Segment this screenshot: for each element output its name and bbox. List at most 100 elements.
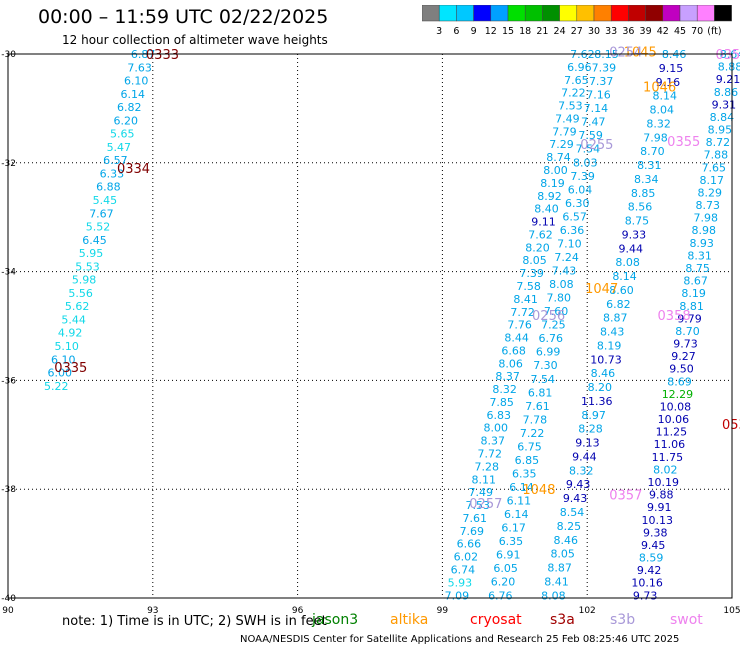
y-tick-label: -36 xyxy=(1,376,16,386)
wave-height-label: 8.37 xyxy=(495,370,520,383)
wave-height-label: 8.41 xyxy=(513,293,538,306)
wave-height-label: 6.57 xyxy=(103,154,128,167)
wave-height-label: 7.65 xyxy=(564,74,589,87)
y-tick-label: -32 xyxy=(1,159,16,169)
wave-height-label: 8.81 xyxy=(679,300,704,313)
colorbar-label: (ft) xyxy=(707,26,721,37)
wave-height-label: 7.72 xyxy=(510,306,535,319)
pass-time-label: 0356 xyxy=(715,48,740,63)
wave-height-label: 12.29 xyxy=(662,388,694,401)
wave-height-label: 8.00 xyxy=(483,422,508,435)
colorbar-label: 9 xyxy=(471,26,477,37)
colorbar-label: 15 xyxy=(502,26,514,37)
wave-height-label: 6.57 xyxy=(562,210,587,223)
pass-time-label: 053 xyxy=(722,418,740,433)
x-tick-label: 102 xyxy=(579,606,596,616)
legend-item-jason3: jason3 xyxy=(312,612,359,628)
wave-height-label: 8.08 xyxy=(541,589,566,602)
wave-height-label: 8.70 xyxy=(640,145,665,158)
wave-height-label: 6.04 xyxy=(568,183,593,196)
y-tick-label: -40 xyxy=(1,594,16,604)
wave-height-label: 9.88 xyxy=(649,489,674,502)
wave-height-label: 7.61 xyxy=(525,400,550,413)
wave-height-label: 6.02 xyxy=(454,551,479,564)
wave-height-label: 8.59 xyxy=(639,552,664,565)
wave-height-label: 10.13 xyxy=(641,514,673,527)
pass-time-label: 0357 xyxy=(609,489,642,504)
wave-height-label: 9.31 xyxy=(712,98,737,111)
wave-height-label: 6.81 xyxy=(528,386,553,399)
colorbar-label: 6 xyxy=(453,26,459,37)
wave-height-label: 8.87 xyxy=(547,562,572,575)
legend-item-swot: swot xyxy=(670,612,703,628)
wave-height-label: 6.82 xyxy=(117,101,142,114)
footer-note: note: 1) Time is in UTC; 2) SWH is in fe… xyxy=(62,614,327,629)
wave-height-label: 7.62 xyxy=(528,228,553,241)
wave-height-label: 8.74 xyxy=(546,151,571,164)
wave-height-label: 8.32 xyxy=(569,464,594,477)
wave-height-label: 9.16 xyxy=(656,76,681,89)
wave-height-label: 7.98 xyxy=(693,212,718,225)
wave-height-label: 6.11 xyxy=(507,495,532,508)
wave-height-label: 6.76 xyxy=(539,332,564,345)
wave-height-label: 9.43 xyxy=(563,492,588,505)
wave-height-label: 9.43 xyxy=(566,478,591,491)
wave-height-label: 10.08 xyxy=(660,400,692,413)
wave-height-label: 9.21 xyxy=(716,73,740,86)
x-tick-label: 90 xyxy=(2,606,14,616)
wave-height-label: 8.56 xyxy=(628,201,653,214)
wave-height-label: 8.11 xyxy=(472,473,497,486)
wave-height-label: 7.53 xyxy=(466,499,491,512)
wave-height-label: 6.74 xyxy=(451,564,476,577)
colorbar-label: 70 xyxy=(691,26,703,37)
wave-height-label: 6.76 xyxy=(488,589,513,602)
wave-height-label: 10.73 xyxy=(590,353,622,366)
wave-height-label: 5.52 xyxy=(86,221,111,234)
map-title: 00:00 – 11:59 UTC 02/22/2025 xyxy=(38,6,329,28)
wave-height-label: 10.16 xyxy=(631,577,663,590)
wave-height-label: 8.02 xyxy=(653,463,678,476)
wave-height-label: 7.72 xyxy=(477,448,502,461)
wave-height-label: 5.95 xyxy=(79,247,104,260)
wave-height-label: 9.45 xyxy=(641,539,666,552)
wave-height-label: 8.31 xyxy=(687,249,712,262)
wave-height-label: 9.91 xyxy=(647,501,672,514)
wave-height-label: 8.88 xyxy=(718,61,740,74)
wave-height-label: 6.05 xyxy=(493,562,518,575)
wave-height-label: 8.20 xyxy=(588,381,613,394)
wave-height-label: 6.91 xyxy=(496,549,521,562)
wave-height-label: 8.20 xyxy=(525,241,550,254)
wave-height-label: 11.75 xyxy=(652,451,684,464)
wave-height-label: 7.22 xyxy=(561,87,586,100)
wave-height-label: 7.58 xyxy=(516,280,541,293)
wave-height-label: 7.39 xyxy=(592,62,617,75)
wave-height-label: 8.87 xyxy=(603,312,628,325)
wave-height-label: 6.45 xyxy=(82,234,107,247)
wave-height-label: 8.05 xyxy=(550,548,575,561)
wave-height-label: 7.24 xyxy=(554,251,579,264)
colorbar-label: 42 xyxy=(657,26,669,37)
legend-item-altika: altika xyxy=(390,612,429,628)
colorbar-label: 45 xyxy=(674,26,686,37)
wave-height-label: 7.53 xyxy=(558,100,583,113)
wave-height-label: 8.32 xyxy=(492,383,517,396)
colorbar-label: 30 xyxy=(588,26,600,37)
wave-height-label: 5.98 xyxy=(72,274,97,287)
y-tick-label: -34 xyxy=(1,268,16,278)
wave-height-label: 6.85 xyxy=(515,454,540,467)
map-frame xyxy=(7,53,733,599)
pass-time-label: 0358 xyxy=(658,309,691,324)
wave-height-label: 9.27 xyxy=(671,350,696,363)
wave-height-label: 10.19 xyxy=(648,476,680,489)
wave-height-label: 8.04 xyxy=(649,104,674,117)
wave-height-label: 8.93 xyxy=(689,237,714,250)
wave-height-label: 7.25 xyxy=(541,319,566,332)
wave-height-label: 5.45 xyxy=(93,194,118,207)
color-scale-bar: 3 6 9 12 15 18 21 24 27 30 33 36 39 42 45 70 (ft) xyxy=(422,5,732,37)
wave-height-label: 7.59 xyxy=(578,129,603,142)
wave-height-label: 8.06 xyxy=(498,357,523,370)
wave-height-label: 7.60 xyxy=(544,305,569,318)
wave-height-label: 9.44 xyxy=(619,242,644,255)
wave-height-label: 9.73 xyxy=(673,338,698,351)
pass-time-label: 1045 xyxy=(624,45,657,60)
